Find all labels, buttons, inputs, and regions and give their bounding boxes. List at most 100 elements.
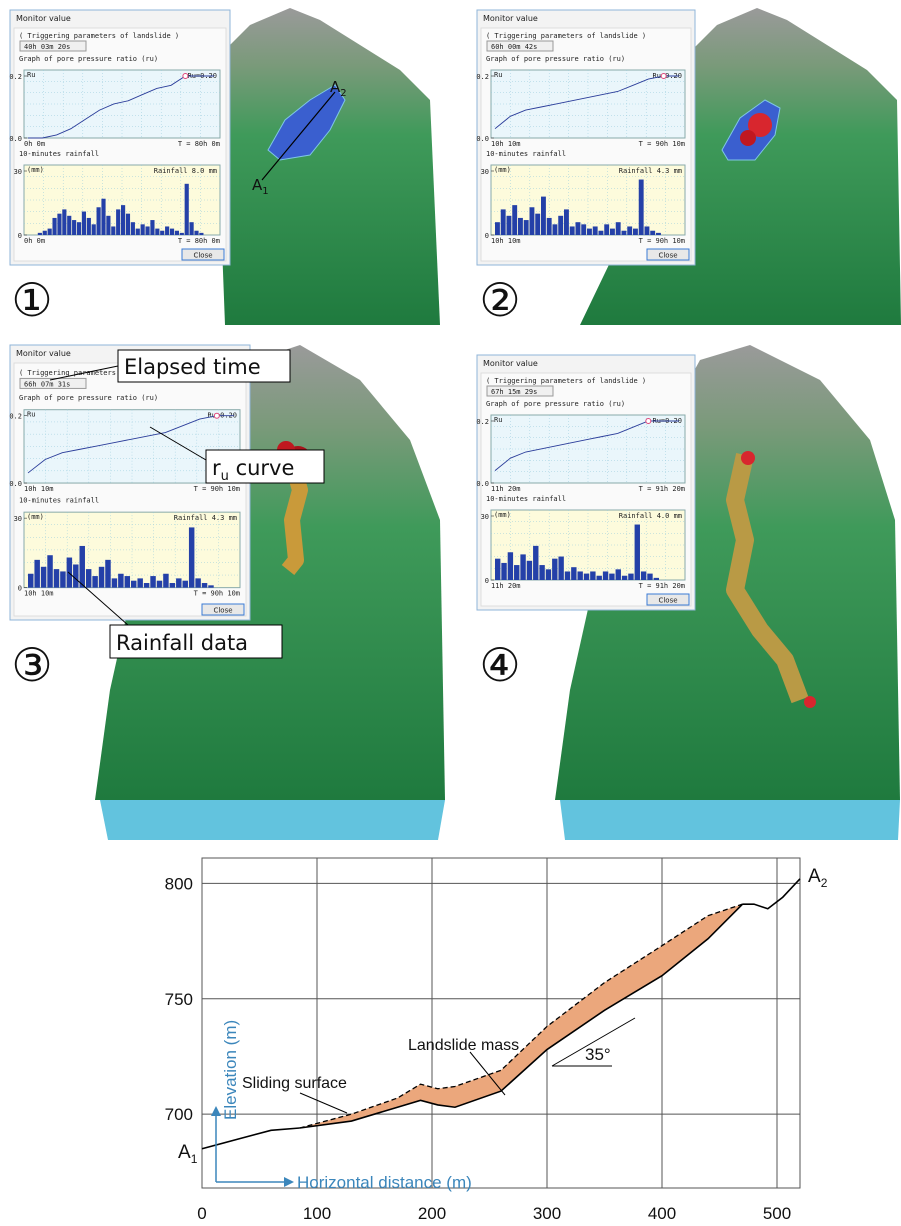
ru-start: 10h 10m: [24, 485, 54, 493]
rain-bar: [654, 578, 659, 580]
rain-value: Rainfall 4.3 mm: [174, 514, 237, 522]
ru-end: T = 90h 10m: [639, 140, 685, 148]
rain-bar: [627, 226, 632, 235]
rain-bar: [633, 229, 638, 235]
x-tick-label: 500: [763, 1204, 791, 1223]
elapsed-time: 40h 03m 20s: [24, 43, 70, 51]
section-label: ( Triggering parameters of landslide ): [486, 32, 646, 40]
rain-bar: [616, 222, 621, 235]
y-tick-label: 800: [165, 874, 193, 893]
rain-bar: [62, 209, 66, 235]
rain-bar: [52, 218, 56, 235]
rain-bar: [183, 581, 188, 588]
graph-title: Graph of pore pressure ratio (ru): [19, 394, 158, 402]
rain-bar: [635, 525, 640, 580]
rain-start: 10h 10m: [24, 590, 54, 598]
rain-bar: [647, 574, 652, 580]
rain-unit: (mm): [494, 166, 511, 174]
rain-bar: [131, 581, 136, 588]
window-title: Monitor value: [483, 14, 538, 23]
graph-title: 10-minutes rainfall: [486, 495, 566, 503]
rain-bar: [622, 576, 627, 580]
end-label: A1: [178, 1142, 198, 1166]
window-title: Monitor value: [16, 349, 71, 358]
rain-tick-label: 30: [481, 168, 489, 176]
rain-bar: [170, 583, 175, 588]
ru-axis-label: Ru: [494, 71, 502, 79]
rain-bar: [43, 231, 47, 235]
rain-bar: [77, 222, 81, 235]
profile-chart: 0100200300400500700750800Landslide massS…: [165, 858, 828, 1223]
rain-bar: [190, 222, 194, 235]
rain-bar: [584, 574, 589, 580]
x-tick-label: 400: [648, 1204, 676, 1223]
rain-bar: [541, 197, 546, 235]
end-label-text: A: [808, 866, 821, 887]
rain-unit: (mm): [27, 513, 44, 521]
rain-bar: [101, 199, 105, 235]
end-label-sub: 1: [191, 1152, 198, 1166]
rain-bar: [564, 209, 569, 235]
close-label: Close: [193, 252, 212, 260]
rain-unit: (mm): [494, 511, 511, 519]
graph-title: 10-minutes rainfall: [486, 150, 566, 158]
arrow-head: [211, 1106, 221, 1116]
ru-tick-label: 0.2: [9, 73, 22, 81]
close-label: Close: [658, 252, 677, 260]
rain-bar: [622, 231, 627, 235]
rain-bar: [501, 563, 506, 580]
rain-unit: (mm): [27, 166, 44, 174]
end-label-sub: 2: [821, 876, 828, 890]
rain-bar: [125, 576, 130, 588]
rain-bar: [160, 231, 164, 235]
rain-bar: [38, 233, 42, 235]
rain-bar: [609, 574, 614, 580]
rain-bar: [111, 226, 115, 235]
y-axis-label: Elevation (m): [221, 1020, 240, 1120]
rain-bar: [650, 231, 655, 235]
ru-tick-label: 0.0: [9, 480, 22, 488]
rain-end: T = 80h 0m: [178, 237, 220, 245]
rain-bar: [593, 226, 598, 235]
slide-block: [804, 696, 816, 708]
rain-bar: [194, 231, 198, 235]
leader: [300, 1093, 347, 1113]
rain-bar: [524, 220, 529, 235]
terrain: [215, 8, 440, 325]
rain-bar: [577, 571, 582, 580]
rain-bar: [508, 552, 513, 580]
rain-bar: [507, 216, 512, 235]
rain-tick-label: 0: [485, 577, 489, 585]
rain-start: 10h 10m: [491, 237, 521, 245]
rain-end: T = 90h 10m: [639, 237, 685, 245]
water: [100, 800, 445, 840]
rain-bar: [47, 555, 52, 587]
plot-frame: [202, 858, 800, 1188]
rain-bar: [547, 218, 552, 235]
rain-bar: [558, 557, 563, 580]
rain-bar: [208, 585, 213, 587]
rain-bar: [195, 578, 200, 587]
rain-end: T = 90h 10m: [194, 590, 240, 598]
rain-bar: [527, 561, 532, 580]
rain-bar: [54, 569, 59, 588]
rain-bar: [533, 546, 538, 580]
ru-axis-label: Ru: [494, 416, 502, 424]
rain-bar: [118, 574, 123, 588]
close-label: Close: [213, 607, 232, 615]
ru-start: 0h 0m: [24, 140, 45, 148]
rain-bar: [581, 224, 586, 235]
rain-bar: [520, 554, 525, 580]
rain-bar: [92, 224, 96, 235]
rain-bar: [155, 229, 159, 235]
rain-value: Rainfall 4.3 mm: [619, 167, 682, 175]
graph-title: Graph of pore pressure ratio (ru): [486, 55, 625, 63]
rain-bar: [518, 218, 523, 235]
rain-end: T = 91h 20m: [639, 582, 685, 590]
section-label: ( Triggering parameters of landslide ): [486, 377, 646, 385]
rain-bar: [558, 216, 563, 235]
rain-bar: [136, 229, 140, 235]
rain-bar: [34, 560, 39, 588]
rain-bar: [530, 207, 535, 235]
rain-bar: [599, 231, 604, 235]
